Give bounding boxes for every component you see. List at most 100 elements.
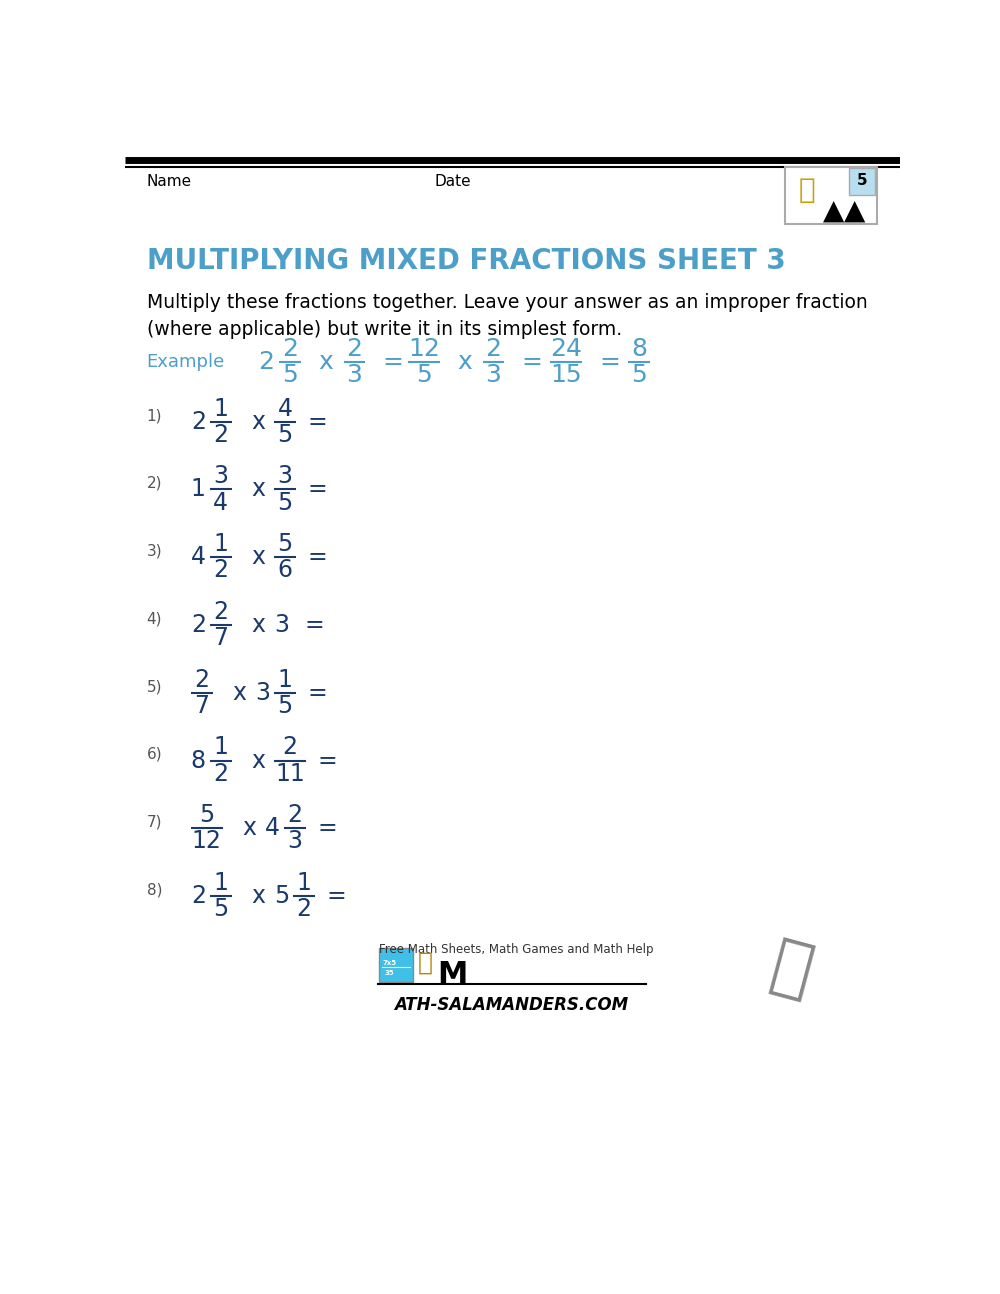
Text: 2: 2 — [213, 558, 228, 582]
Text: 5: 5 — [274, 884, 289, 908]
Text: 2: 2 — [258, 349, 274, 374]
Text: 5: 5 — [631, 362, 647, 387]
Text: 🦎: 🦎 — [764, 932, 819, 1005]
Text: x: x — [251, 477, 265, 502]
Text: =: = — [308, 545, 327, 569]
Text: 1: 1 — [297, 871, 312, 895]
Text: 4: 4 — [265, 817, 280, 840]
Text: 12: 12 — [192, 829, 222, 853]
Text: 8: 8 — [631, 336, 647, 361]
Text: 6: 6 — [278, 558, 293, 582]
Bar — [849, 168, 875, 194]
Text: =: = — [327, 884, 346, 908]
Text: 2: 2 — [346, 336, 362, 361]
Text: 2: 2 — [486, 336, 502, 361]
Text: 3: 3 — [213, 465, 228, 488]
Text: Name: Name — [147, 173, 192, 189]
Text: 5): 5) — [147, 679, 162, 694]
Text: 4: 4 — [191, 545, 206, 569]
Text: x: x — [251, 613, 265, 637]
Text: 2: 2 — [288, 804, 303, 827]
Text: =: = — [382, 349, 403, 374]
Text: =: = — [318, 817, 337, 840]
Text: Free Math Sheets, Math Games and Math Help: Free Math Sheets, Math Games and Math He… — [379, 942, 654, 956]
Text: =: = — [521, 349, 542, 374]
Text: ▲: ▲ — [844, 197, 866, 225]
Text: 2: 2 — [191, 613, 206, 637]
Text: Example: Example — [147, 353, 225, 370]
Text: 8: 8 — [191, 748, 206, 773]
Text: 5: 5 — [416, 362, 432, 387]
Text: =: = — [308, 477, 327, 502]
Text: x: x — [318, 349, 333, 374]
Text: 3: 3 — [346, 362, 362, 387]
Text: 1: 1 — [213, 871, 228, 895]
Text: 24: 24 — [550, 336, 582, 361]
Text: 11: 11 — [275, 762, 305, 785]
Text: 7: 7 — [194, 694, 209, 718]
Text: 2: 2 — [283, 735, 298, 760]
Text: x: x — [251, 545, 265, 569]
Text: 2: 2 — [213, 423, 228, 446]
Text: 7: 7 — [213, 626, 228, 650]
Text: 2: 2 — [191, 884, 206, 908]
Text: x: x — [251, 884, 265, 908]
Text: 15: 15 — [551, 362, 582, 387]
Text: Multiply these fractions together. Leave your answer as an improper fraction: Multiply these fractions together. Leave… — [147, 292, 867, 312]
Text: 2: 2 — [297, 897, 312, 921]
Text: 1): 1) — [147, 408, 162, 423]
Text: MULTIPLYING MIXED FRACTIONS SHEET 3: MULTIPLYING MIXED FRACTIONS SHEET 3 — [147, 247, 785, 274]
Text: x: x — [251, 748, 265, 773]
Text: 2: 2 — [213, 600, 228, 624]
Text: 3: 3 — [486, 362, 501, 387]
Text: 7x5: 7x5 — [382, 960, 396, 967]
Text: 3: 3 — [274, 613, 289, 637]
Text: 4): 4) — [147, 611, 162, 626]
Text: 1: 1 — [213, 396, 228, 421]
Text: 3: 3 — [278, 465, 293, 488]
Text: 1: 1 — [191, 477, 206, 502]
Text: =: = — [318, 748, 337, 773]
Text: 35: 35 — [384, 970, 394, 976]
Text: 1: 1 — [213, 532, 228, 556]
Text: (where applicable) but write it in its simplest form.: (where applicable) but write it in its s… — [147, 320, 622, 339]
Text: =: = — [305, 613, 325, 637]
Text: 1: 1 — [213, 735, 228, 760]
Text: 3): 3) — [147, 543, 162, 559]
Text: 3: 3 — [288, 829, 303, 853]
Text: M: M — [438, 960, 468, 989]
Text: Date: Date — [435, 173, 472, 189]
Text: x: x — [251, 410, 265, 433]
Text: 2: 2 — [213, 762, 228, 785]
Text: 3: 3 — [255, 681, 270, 705]
Text: 2): 2) — [147, 476, 162, 490]
Text: 4: 4 — [213, 490, 228, 515]
Text: 4: 4 — [278, 396, 293, 421]
Text: 5: 5 — [277, 423, 293, 446]
Text: 2: 2 — [191, 410, 206, 433]
Text: 2: 2 — [282, 336, 298, 361]
Text: =: = — [308, 681, 327, 705]
Text: 6): 6) — [147, 747, 162, 762]
Text: x: x — [457, 349, 472, 374]
Text: 🦎: 🦎 — [418, 950, 433, 974]
Text: 5: 5 — [277, 532, 293, 556]
Text: 8): 8) — [147, 883, 162, 897]
Bar — [379, 949, 413, 982]
Text: 5: 5 — [213, 897, 228, 921]
Text: 12: 12 — [408, 336, 440, 361]
Text: 5: 5 — [282, 362, 298, 387]
Text: 5: 5 — [277, 694, 293, 718]
Text: 5: 5 — [857, 173, 867, 188]
Text: 🦎: 🦎 — [799, 176, 815, 204]
Text: 5: 5 — [277, 490, 293, 515]
Text: 1: 1 — [278, 668, 293, 692]
Text: =: = — [599, 349, 620, 374]
Text: 5: 5 — [199, 804, 214, 827]
Text: 7): 7) — [147, 815, 162, 829]
Text: =: = — [308, 410, 327, 433]
Text: ATH-SALAMANDERS.COM: ATH-SALAMANDERS.COM — [394, 996, 628, 1014]
Text: ▲: ▲ — [823, 197, 844, 225]
Text: x: x — [242, 817, 256, 840]
Text: x: x — [232, 681, 246, 705]
